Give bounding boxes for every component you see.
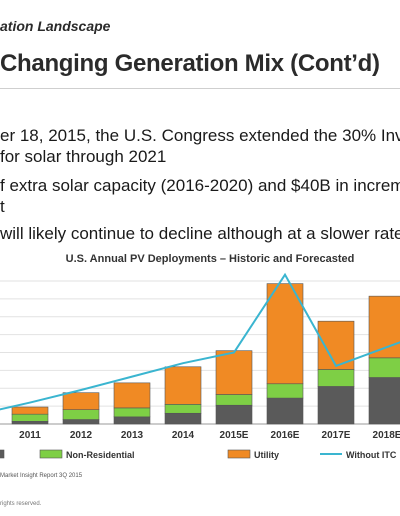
bar-non-residential-2011: [11, 413, 49, 422]
rights-note: rights reserved.: [0, 501, 42, 507]
bar-residential-2015e: [215, 404, 253, 425]
bar-non-residential-2012: [62, 409, 100, 420]
legend-label-utility: Utility: [254, 450, 279, 460]
pv-deployment-chart: U.S. Annual PV Deployments – Historic an…: [0, 253, 400, 460]
legend-swatch-residential: [0, 449, 5, 459]
bullet-line-4: t: [0, 197, 5, 216]
bar-non-residential-2014: [164, 404, 202, 414]
x-tick-label: 2011: [19, 430, 41, 441]
bullet-line-3: f extra solar capacity (2016-2020) and $…: [0, 176, 400, 195]
bar-non-residential-2017e: [317, 369, 355, 387]
x-tick-label: 2012: [70, 430, 93, 441]
bar-utility-2014: [164, 366, 202, 405]
source-note: Market Insight Report 3Q 2015: [0, 473, 83, 479]
line-without-itc: [0, 272, 400, 411]
bar-residential-2013: [113, 416, 151, 425]
bar-residential-2017e: [317, 386, 355, 425]
bar-non-residential-2016e: [266, 383, 304, 399]
x-tick-label: 2017E: [322, 430, 351, 441]
bar-residential-2012: [62, 419, 100, 425]
bar-utility-2015e: [215, 350, 253, 395]
x-tick-label: 2015E: [220, 430, 249, 441]
bar-utility-2016e: [266, 283, 304, 385]
bar-non-residential-2013: [113, 407, 151, 418]
title-divider: [0, 88, 400, 89]
bar-residential-2011: [11, 421, 49, 425]
bullet-line-5: will likely continue to decline although…: [0, 224, 400, 243]
bullet-line-1: er 18, 2015, the U.S. Congress extended …: [0, 126, 400, 145]
bullet-line-2: for solar through 2021: [0, 147, 167, 166]
bar-non-residential-2018e: [368, 357, 400, 378]
bar-residential-2014: [164, 412, 202, 425]
bar-residential-2016e: [266, 397, 304, 425]
legend-swatch-non-residential: [39, 449, 63, 459]
legend-label-non-residential: Non-Residential: [66, 450, 135, 460]
bar-non-residential-2015e: [215, 394, 253, 406]
slide-title: Changing Generation Mix (Cont’d): [0, 50, 380, 77]
bar-utility-2011: [11, 406, 49, 415]
legend-label-without-itc: Without ITC: [346, 450, 397, 460]
x-tick-label: 2014: [172, 430, 195, 441]
legend-swatch-utility: [227, 449, 251, 459]
chart-title: U.S. Annual PV Deployments – Historic an…: [66, 253, 355, 265]
x-tick-label: 2013: [121, 430, 144, 441]
x-tick-label: 2016E: [271, 430, 300, 441]
bar-utility-2013: [113, 382, 151, 409]
x-tick-label: 2018E: [373, 430, 400, 441]
bar-residential-2018e: [368, 377, 400, 425]
section-subtitle: ation Landscape: [0, 18, 111, 34]
bar-utility-2012: [62, 392, 100, 410]
